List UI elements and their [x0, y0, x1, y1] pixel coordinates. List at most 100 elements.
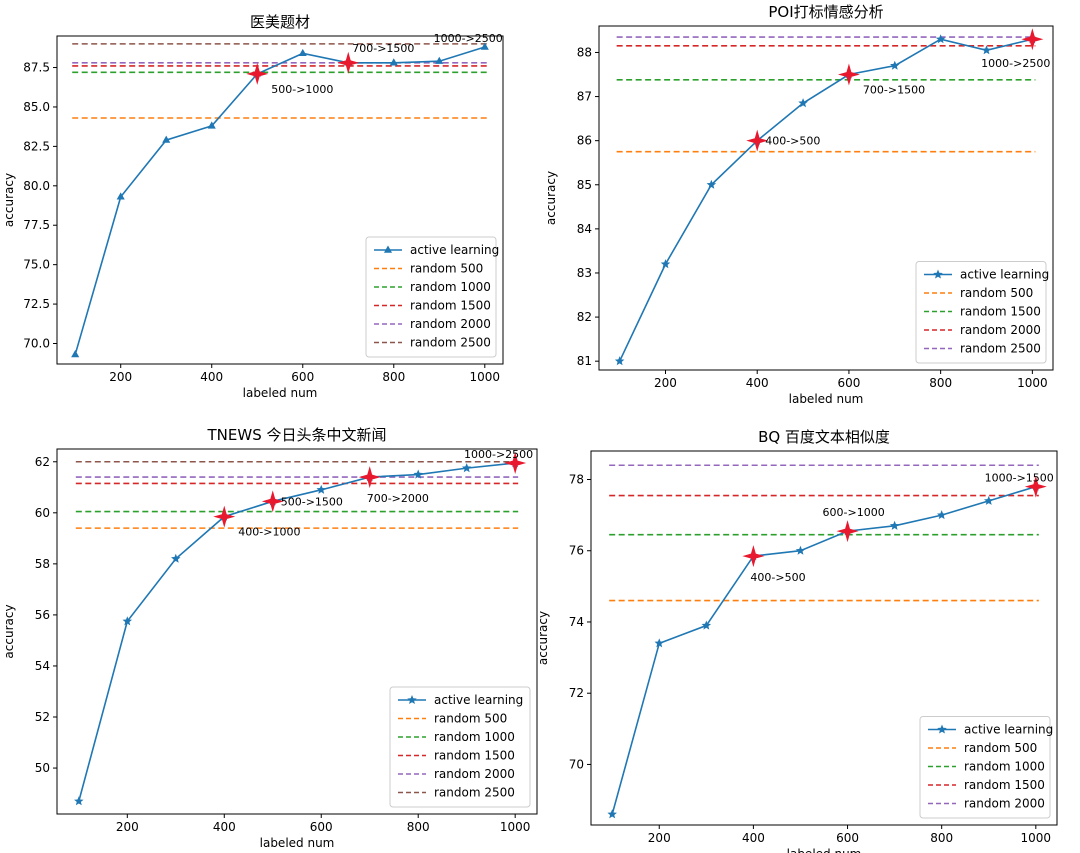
- x-tick-label: 400: [742, 831, 765, 845]
- highlight-marker: [1024, 475, 1047, 498]
- legend-label: random 1500: [960, 305, 1041, 319]
- x-tick-label: 400: [746, 376, 769, 390]
- highlight-marker: [837, 63, 860, 86]
- x-tick-label: 600: [837, 376, 860, 390]
- legend-box: [915, 261, 1047, 364]
- legend-label: random 2000: [960, 323, 1041, 337]
- y-tick-label: 78: [569, 472, 584, 486]
- legend-label: random 1500: [434, 749, 515, 763]
- legend-label: random 2500: [434, 786, 515, 800]
- x-tick-label: 1000: [500, 820, 531, 834]
- legend-label: random 1500: [964, 778, 1045, 792]
- data-point: [701, 620, 712, 630]
- highlight-annotation: 1000->2500: [981, 57, 1050, 70]
- data-point: [116, 192, 125, 200]
- highlight-marker: [742, 545, 765, 568]
- x-tick-label: 800: [407, 820, 430, 834]
- data-point: [461, 463, 472, 473]
- legend-label: random 2500: [960, 342, 1041, 356]
- chart-4: BQ 百度文本相似度 200 400 600 800 1000 70 72 74 76 78 labe…: [536, 428, 1058, 853]
- highlight-marker: [337, 51, 360, 74]
- x-tick-label: 1000: [1017, 376, 1048, 390]
- legend-label: random 500: [434, 712, 507, 726]
- highlight-marker: [358, 466, 381, 489]
- legend-label: active learning: [434, 693, 523, 707]
- y-tick-label: 88: [577, 45, 592, 59]
- data-point: [316, 484, 326, 494]
- legend: active learning random 500 random 1500 rand…: [915, 261, 1049, 364]
- x-tick-label: 200: [116, 820, 139, 834]
- data-point: [889, 520, 900, 530]
- highlight-marker: [746, 129, 769, 152]
- legend: active learning random 500 random 1000 rand…: [365, 236, 499, 358]
- legend-box: [365, 236, 497, 358]
- legend-label: random 2000: [434, 767, 515, 781]
- data-point: [935, 34, 946, 44]
- highlight-annotation: 400->500: [765, 135, 820, 148]
- legend-box: [919, 716, 1051, 819]
- highlight-annotation: 400->500: [750, 571, 805, 584]
- highlight-annotation: 600->1000: [823, 506, 885, 519]
- legend-label: random 1500: [410, 299, 491, 313]
- highlight-annotation: 700->1500: [863, 84, 925, 97]
- data-point: [614, 356, 625, 366]
- y-tick-label: 81: [577, 354, 592, 368]
- legend: active learning random 500 random 1000 rand…: [389, 686, 531, 808]
- highlight-marker: [1021, 28, 1044, 51]
- legend-marker: [383, 245, 393, 253]
- y-tick-label: 60: [35, 506, 50, 520]
- x-axis-label: labeled num: [260, 836, 335, 850]
- legend-label: random 500: [410, 262, 483, 276]
- legend-marker: [937, 724, 947, 734]
- legend-label: active learning: [960, 268, 1049, 282]
- chart-title: TNEWS 今日头条中文新闻: [207, 426, 387, 444]
- legend-label: random 1000: [964, 760, 1045, 774]
- y-tick-label: 72.5: [23, 297, 50, 311]
- y-tick-label: 74: [569, 615, 584, 629]
- data-point: [207, 121, 216, 129]
- legend-label: random 500: [960, 286, 1033, 300]
- x-axis-label: labeled num: [789, 392, 864, 406]
- data-point: [74, 796, 84, 806]
- legend-label: random 2000: [410, 317, 491, 331]
- y-tick-label: 87: [577, 90, 592, 104]
- data-point: [413, 469, 423, 479]
- y-tick-label: 82.5: [23, 139, 50, 153]
- highlight-annotation: 1000->1500: [985, 472, 1054, 485]
- x-tick-label: 800: [929, 376, 952, 390]
- y-axis-label: accuracy: [536, 611, 550, 665]
- data-point: [983, 495, 994, 505]
- x-axis-label: labeled num: [787, 847, 862, 853]
- data-point: [389, 58, 398, 66]
- x-axis-label: labeled num: [243, 386, 318, 400]
- legend-label: random 2000: [964, 797, 1045, 811]
- legend-label: random 500: [964, 741, 1037, 755]
- y-axis-label: accuracy: [2, 173, 16, 227]
- x-tick-label: 200: [654, 376, 677, 390]
- y-tick-label: 85: [577, 178, 592, 192]
- series-line-active-learning: [74, 46, 486, 355]
- series-line-active-learning: [618, 38, 1033, 362]
- y-tick-label: 54: [35, 659, 50, 673]
- data-point: [435, 56, 444, 64]
- chart-title: BQ 百度文本相似度: [758, 428, 890, 446]
- y-tick-label: 86: [577, 134, 592, 148]
- data-point: [660, 259, 671, 269]
- data-point: [607, 809, 617, 819]
- highlight-marker: [836, 520, 859, 543]
- y-tick-label: 56: [35, 608, 50, 622]
- x-tick-label: 600: [310, 820, 333, 834]
- data-point: [890, 60, 900, 70]
- legend-label: random 1000: [434, 730, 515, 744]
- x-tick-label: 800: [382, 370, 405, 384]
- y-tick-label: 84: [577, 222, 592, 236]
- legend: active learning random 500 random 1000 rand…: [919, 716, 1053, 819]
- y-tick-label: 75.0: [23, 258, 50, 272]
- data-point: [936, 510, 947, 520]
- highlight-annotation: 700->2000: [367, 492, 429, 505]
- x-tick-label: 1000: [470, 370, 501, 384]
- legend-box: [389, 686, 531, 808]
- data-point: [706, 179, 717, 189]
- highlight-annotation: 700->1500: [352, 42, 414, 55]
- y-tick-label: 52: [35, 710, 50, 724]
